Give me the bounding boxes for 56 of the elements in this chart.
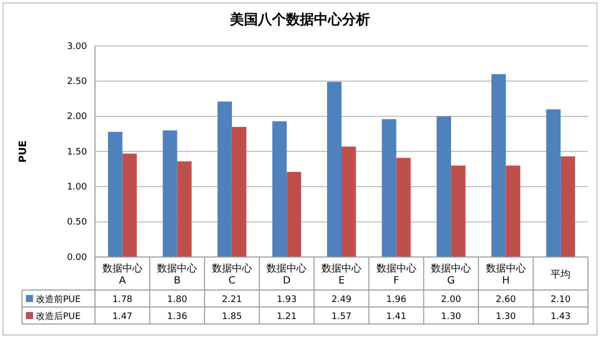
bar bbox=[491, 74, 506, 257]
bar bbox=[232, 126, 246, 257]
data-label: 2.10 bbox=[550, 295, 571, 305]
y-axis-title: PUE bbox=[18, 140, 29, 163]
x-tick-label: 平均 bbox=[550, 268, 571, 280]
bar bbox=[177, 161, 192, 257]
bar bbox=[560, 156, 576, 257]
y-tick-label: 0.50 bbox=[66, 218, 88, 228]
y-tick-label: 0.00 bbox=[66, 252, 88, 263]
x-tick-label: 数据中心 C bbox=[212, 262, 252, 286]
x-tick-label: 数据中心 B bbox=[157, 262, 198, 286]
bar bbox=[162, 130, 178, 257]
data-label: 1.78 bbox=[112, 295, 133, 305]
x-tick-label: 数据中心 G bbox=[431, 262, 472, 286]
bar bbox=[108, 132, 122, 257]
bar bbox=[327, 82, 342, 257]
bar bbox=[218, 102, 232, 257]
data-label: 1.80 bbox=[167, 295, 188, 305]
bar bbox=[436, 116, 452, 257]
y-tick-label: 1.50 bbox=[66, 147, 88, 158]
bar bbox=[286, 172, 302, 257]
data-label: 2.00 bbox=[441, 295, 462, 305]
chart-title: 美国八个数据中心分析 bbox=[229, 11, 370, 28]
bar bbox=[396, 158, 411, 257]
bar bbox=[451, 166, 466, 257]
data-label: 1.43 bbox=[550, 312, 571, 322]
x-tick-label: 数据中心 E bbox=[322, 262, 362, 286]
data-label: 1.96 bbox=[386, 295, 407, 305]
data-label: 1.57 bbox=[331, 312, 352, 322]
bar bbox=[272, 121, 287, 257]
data-label: 1.36 bbox=[167, 312, 188, 322]
y-tick-label: 2.00 bbox=[66, 112, 88, 122]
y-tick-label: 2.50 bbox=[66, 77, 88, 88]
data-label: 2.49 bbox=[331, 295, 352, 305]
y-tick-label: 1.00 bbox=[66, 182, 88, 193]
data-label: 2.60 bbox=[496, 295, 516, 305]
x-tick-label: 数据中心 F bbox=[376, 262, 416, 286]
x-tick-label: 数据中心 D bbox=[266, 262, 307, 286]
data-label: 1.85 bbox=[222, 312, 242, 322]
legend-label: 改造前PUE bbox=[36, 294, 82, 305]
data-label: 1.93 bbox=[276, 295, 297, 305]
data-label: 1.30 bbox=[496, 312, 516, 322]
bar bbox=[546, 109, 561, 257]
data-label: 1.30 bbox=[441, 312, 462, 322]
data-label: 2.21 bbox=[222, 295, 242, 305]
x-tick-label: 数据中心 H bbox=[486, 262, 526, 286]
bar bbox=[506, 166, 520, 257]
bar bbox=[382, 119, 396, 257]
bar bbox=[342, 146, 356, 257]
data-label: 1.41 bbox=[386, 312, 406, 322]
bar bbox=[122, 154, 137, 257]
x-tick-label: 数据中心 A bbox=[102, 262, 142, 286]
legend-label: 改造后PUE bbox=[36, 311, 82, 322]
data-label: 1.47 bbox=[112, 312, 132, 322]
data-label: 1.21 bbox=[276, 312, 297, 322]
y-tick-label: 3.00 bbox=[66, 42, 88, 52]
